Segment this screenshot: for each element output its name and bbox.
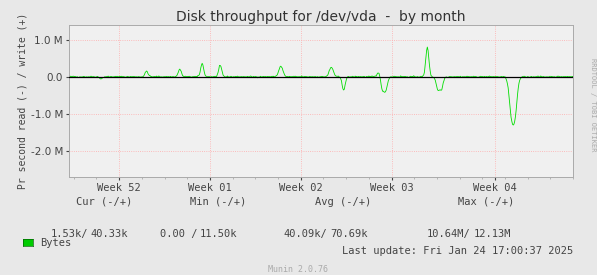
Title: Disk throughput for /dev/vda  -  by month: Disk throughput for /dev/vda - by month (176, 10, 466, 24)
Text: Last update: Fri Jan 24 17:00:37 2025: Last update: Fri Jan 24 17:00:37 2025 (342, 246, 573, 256)
Text: RRDTOOL / TOBI OETIKER: RRDTOOL / TOBI OETIKER (590, 58, 596, 151)
Y-axis label: Pr second read (-) / write (+): Pr second read (-) / write (+) (18, 13, 28, 189)
Text: 70.69k: 70.69k (330, 229, 368, 239)
Text: Max (-/+): Max (-/+) (458, 197, 515, 207)
Text: 0.00 /: 0.00 / (159, 229, 197, 239)
Text: Min (-/+): Min (-/+) (190, 197, 246, 207)
Text: 40.09k/: 40.09k/ (284, 229, 327, 239)
Text: 40.33k: 40.33k (91, 229, 128, 239)
Text: Avg (-/+): Avg (-/+) (315, 197, 371, 207)
Text: Bytes: Bytes (41, 238, 72, 248)
Text: 11.50k: 11.50k (200, 229, 238, 239)
Text: Munin 2.0.76: Munin 2.0.76 (269, 265, 328, 274)
Text: Cur (-/+): Cur (-/+) (76, 197, 133, 207)
Text: 1.53k/: 1.53k/ (51, 229, 88, 239)
Text: 12.13M: 12.13M (473, 229, 511, 239)
Text: 10.64M/: 10.64M/ (427, 229, 470, 239)
